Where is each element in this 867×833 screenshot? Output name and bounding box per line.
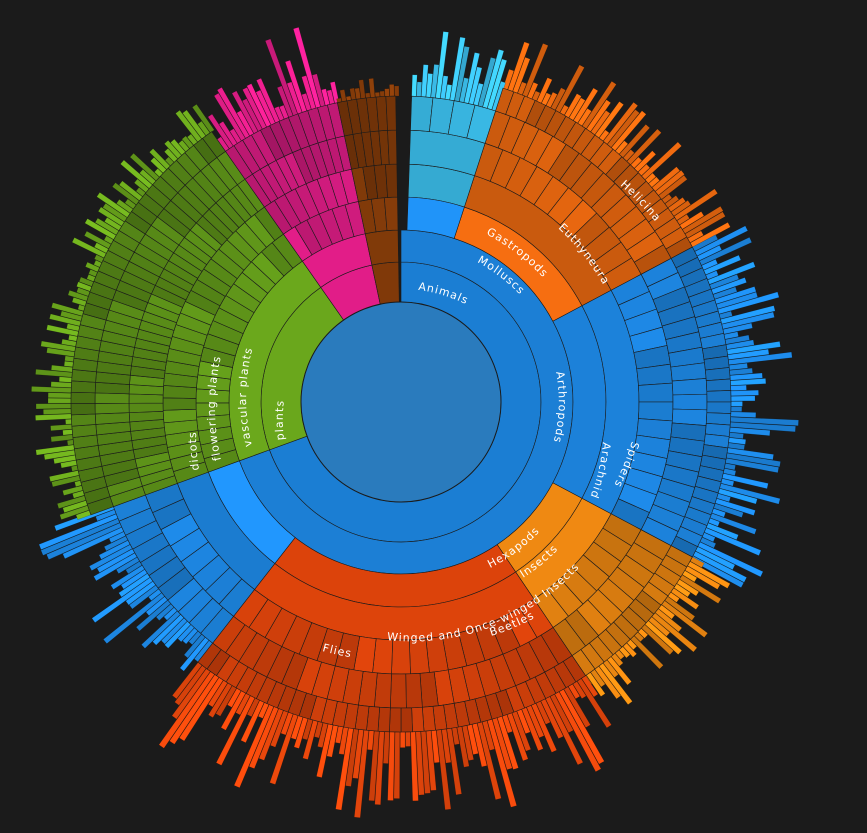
ring-plants-5 — [94, 392, 130, 404]
ring-animals-2 — [638, 382, 674, 403]
ring-insects-3 — [390, 673, 407, 709]
ring-insects-4 — [422, 705, 436, 732]
hierarchy-rings — [70, 87, 732, 733]
ring-plants-6 — [70, 403, 96, 416]
leaf-insects — [393, 731, 401, 799]
ring-plants-6 — [70, 391, 96, 404]
leaf-brown — [379, 90, 385, 97]
leaf-brown — [384, 88, 390, 97]
ring-brown-2 — [383, 196, 399, 231]
ring-cyan-2 — [410, 95, 434, 132]
leaf-plants — [47, 397, 72, 404]
leaf-insects — [405, 731, 411, 747]
leaf-plants — [35, 403, 72, 410]
leaf-plants — [66, 439, 74, 446]
label-vascular-plants: vascular plants — [236, 346, 255, 448]
ring-insects-4 — [411, 706, 425, 733]
ring-animals-4 — [670, 535, 699, 558]
ring-animals-4 — [705, 378, 732, 392]
ring-animals-4 — [704, 367, 731, 381]
ring-brown-5 — [385, 95, 397, 131]
ring-animals-4 — [705, 412, 732, 426]
ring-insects-2 — [391, 639, 411, 675]
ring-brown-4 — [387, 129, 398, 165]
ring-plants-4 — [128, 393, 164, 404]
leaf-animals — [730, 411, 757, 418]
label-flowering-plants: flowering plants — [205, 354, 224, 462]
ring-insects-4 — [377, 706, 391, 733]
ring-plants-4 — [128, 402, 164, 413]
ring-animals-0 — [406, 196, 465, 239]
leaf-animals — [730, 406, 743, 412]
leaf-insects — [400, 731, 406, 748]
ring-brown-3 — [385, 163, 398, 198]
leaf-plants — [62, 429, 73, 436]
ring-plants-3 — [162, 397, 197, 411]
ring-plants-6 — [70, 380, 96, 394]
leaf-plants — [50, 381, 72, 388]
leaf-animals — [730, 389, 759, 397]
ring-plants-6 — [70, 413, 97, 427]
ring-insects-4 — [389, 707, 402, 733]
leaf-cyan — [416, 81, 423, 97]
leaf-plants — [58, 376, 73, 383]
ring-plants-5 — [94, 402, 130, 415]
ring-animals-2 — [638, 401, 674, 422]
label-flies: Flies — [321, 641, 353, 660]
leaf-brown — [365, 92, 371, 99]
label-plants: plants — [273, 399, 287, 441]
ring-plants-6 — [71, 424, 98, 438]
leaf-plants — [65, 418, 72, 425]
leaf-brown — [389, 84, 395, 97]
ring-cyan-2 — [466, 104, 496, 144]
leaf-animals — [730, 395, 756, 402]
leaf-plants — [43, 408, 72, 415]
leaf-brown — [394, 85, 400, 97]
ring-animals-4 — [706, 390, 732, 403]
ring-animals-4 — [706, 401, 732, 414]
leaf-brown — [374, 92, 381, 98]
leaf-animals — [730, 401, 743, 407]
leaf-animals — [730, 384, 747, 391]
ring-insects-4 — [400, 707, 413, 733]
ring-animals-3 — [671, 378, 708, 396]
root-circle — [300, 301, 502, 503]
leaf-plants — [63, 360, 74, 368]
leaf-plants — [64, 355, 75, 363]
leaf-cyan — [411, 74, 418, 97]
ring-insects-3 — [405, 673, 423, 709]
ring-animals-3 — [672, 393, 708, 411]
leaf-plants — [47, 392, 72, 399]
